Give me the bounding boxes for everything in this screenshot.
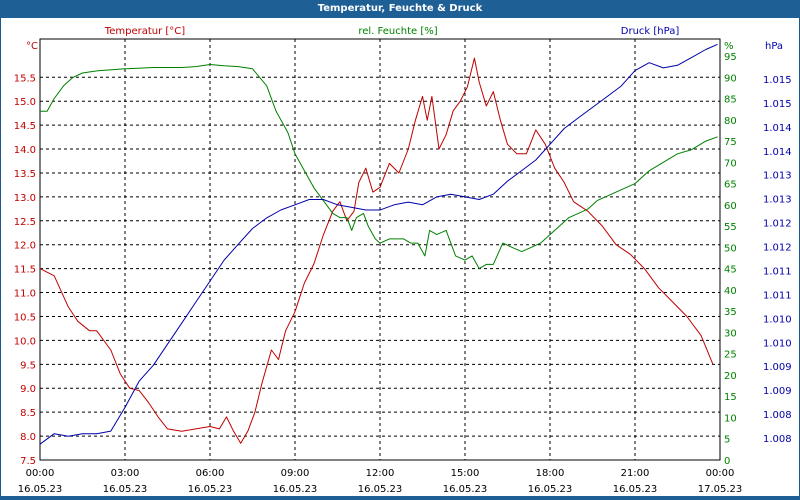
x-tick-date: 16.05.23 xyxy=(528,484,573,495)
humidity-tick-label: 45 xyxy=(724,265,737,276)
x-tick-date: 17.05.23 xyxy=(698,484,743,495)
pressure-tick-label: 1.013 xyxy=(763,171,792,182)
temp-tick-label: 9.5 xyxy=(20,360,36,371)
temp-tick-label: 10.5 xyxy=(14,312,36,323)
pressure-tick-label: 1.015 xyxy=(763,75,792,86)
humidity-tick-label: 75 xyxy=(724,137,737,148)
temp-tick-label: 11.0 xyxy=(14,289,36,300)
humidity-tick-label: 85 xyxy=(724,95,737,106)
pressure-tick-label: 1.011 xyxy=(763,290,792,301)
humidity-tick-label: 80 xyxy=(724,116,737,127)
temp-unit-label: °C xyxy=(26,41,38,52)
temp-tick-label: 11.5 xyxy=(14,265,36,276)
pressure-tick-label: 1.013 xyxy=(763,195,792,206)
x-tick-time: 18:00 xyxy=(536,468,565,479)
x-tick-time: 09:00 xyxy=(281,468,310,479)
pressure-tick-label: 1.010 xyxy=(763,314,792,325)
humidity-tick-label: 95 xyxy=(724,52,737,63)
temp-tick-label: 12.0 xyxy=(14,241,36,252)
temp-tick-label: 14.5 xyxy=(14,121,36,132)
grid xyxy=(39,38,721,461)
x-tick-time: 15:00 xyxy=(451,468,480,479)
x-tick-time: 00:00 xyxy=(26,468,55,479)
humidity-tick-label: 0 xyxy=(724,456,730,467)
temp-tick-label: 8.0 xyxy=(20,432,36,443)
humidity-tick-label: 20 xyxy=(724,371,737,382)
humidity-tick-label: 40 xyxy=(724,286,737,297)
x-tick-date: 16.05.23 xyxy=(613,484,658,495)
x-tick-time: 06:00 xyxy=(196,468,225,479)
pressure-tick-label: 1.011 xyxy=(763,266,792,277)
pressure-tick-label: 1.015 xyxy=(763,99,792,110)
humidity-tick-label: 30 xyxy=(724,328,737,339)
pressure-tick-label: 1.014 xyxy=(763,147,792,158)
humidity-tick-label: 35 xyxy=(724,307,737,318)
x-tick-time: 00:00 xyxy=(706,468,735,479)
humidity-axis-title: rel. Feuchte [%] xyxy=(358,26,437,37)
axis-headers: °C% hPa Temperatur [°C] rel. Feuchte [%] Dru… xyxy=(26,26,783,52)
temp-tick-label: 9.0 xyxy=(20,384,36,395)
x-tick-date: 16.05.23 xyxy=(188,484,233,495)
humidity-line xyxy=(40,64,718,270)
temp-tick-label: 15.0 xyxy=(14,97,36,108)
x-tick-time: 03:00 xyxy=(111,468,140,479)
temp-tick-label: 13.0 xyxy=(14,193,36,204)
window-bottom-border xyxy=(0,496,800,500)
pressure-line xyxy=(39,43,718,445)
temp-tick-label: 10.0 xyxy=(14,336,36,347)
temp-tick-label: 13.5 xyxy=(14,169,36,180)
humidity-unit-label: % xyxy=(724,41,734,52)
humidity-tick-label: 70 xyxy=(724,158,737,169)
temperature-line xyxy=(39,57,714,444)
pressure-tick-label: 1.012 xyxy=(763,243,792,254)
humidity-tick-label: 15 xyxy=(724,392,737,403)
x-tick-date: 16.05.23 xyxy=(103,484,148,495)
pressure-unit-label: hPa xyxy=(765,41,783,52)
axes: 00:00 16.05.23 03:00 16.05.23 06:00 16.05.23 0… xyxy=(14,52,792,495)
temp-tick-label: 15.5 xyxy=(14,73,36,84)
pressure-axis-title: Druck [hPa] xyxy=(621,26,680,37)
x-tick-date: 16.05.23 xyxy=(273,484,318,495)
temp-tick-label: 8.5 xyxy=(20,408,36,419)
humidity-tick-label: 55 xyxy=(724,222,737,233)
x-tick-time: 21:00 xyxy=(621,468,650,479)
temp-tick-label: 7.5 xyxy=(20,456,36,467)
humidity-tick-label: 5 xyxy=(724,435,730,446)
pressure-tick-label: 1.009 xyxy=(763,386,792,397)
pressure-tick-label: 1.012 xyxy=(763,219,792,230)
humidity-tick-label: 50 xyxy=(724,243,737,254)
pressure-tick-label: 1.009 xyxy=(763,362,792,373)
x-tick-date: 16.05.23 xyxy=(358,484,403,495)
x-tick-date: 16.05.23 xyxy=(443,484,488,495)
temp-tick-label: 12.5 xyxy=(14,217,36,228)
humidity-tick-label: 90 xyxy=(724,73,737,84)
pressure-tick-label: 1.008 xyxy=(763,410,792,421)
series-layer xyxy=(39,43,718,445)
pressure-tick-label: 1.014 xyxy=(763,123,792,134)
humidity-tick-label: 65 xyxy=(724,180,737,191)
pressure-tick-label: 1.010 xyxy=(763,338,792,349)
humidity-tick-label: 10 xyxy=(724,413,737,424)
temp-tick-label: 14.0 xyxy=(14,145,36,156)
pressure-tick-label: 1.008 xyxy=(763,434,792,445)
temp-axis-title: Temperatur [°C] xyxy=(104,26,185,37)
window-title: Temperatur, Feuchte & Druck xyxy=(0,0,800,18)
x-tick-time: 12:00 xyxy=(366,468,395,479)
x-tick-date: 16.05.23 xyxy=(18,484,63,495)
humidity-tick-label: 25 xyxy=(724,350,737,361)
humidity-tick-label: 60 xyxy=(724,201,737,212)
